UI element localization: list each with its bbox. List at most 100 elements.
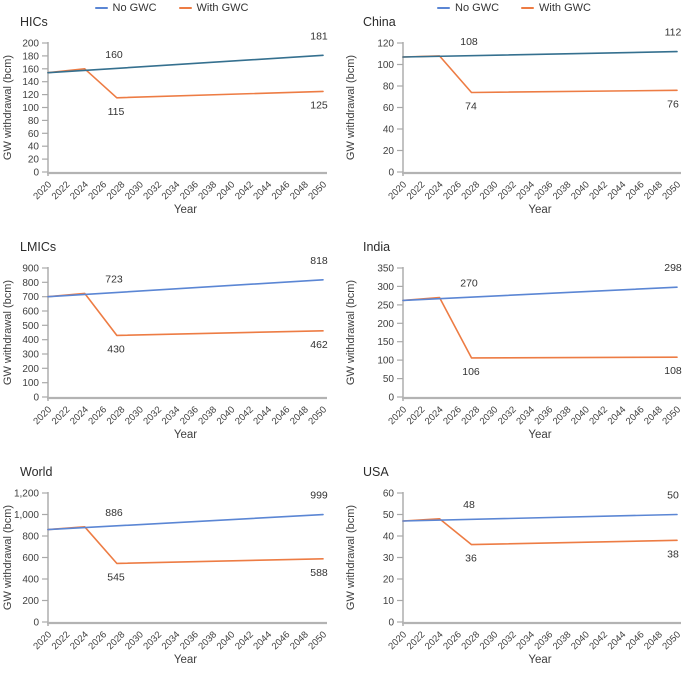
x-tick-label: 2042 <box>233 179 256 202</box>
x-tick-label: 2028 <box>459 179 482 202</box>
annotation-low: 115 <box>108 106 125 118</box>
annotation-with-gwc-end: 588 <box>310 567 328 579</box>
x-tick-label: 2022 <box>50 629 73 652</box>
y-tick-label: 0 <box>388 393 394 404</box>
line-no-gwc <box>47 278 324 298</box>
x-tick-label: 2044 <box>606 179 629 202</box>
annotation-with-gwc-end: 108 <box>664 365 682 377</box>
x-tick-label: 2046 <box>624 404 647 427</box>
x-tick-label: 2048 <box>642 179 665 202</box>
legend-dash-with-gwc-icon <box>178 6 192 9</box>
y-tick-label: 80 <box>383 82 395 93</box>
y-axis-title: GW withdrawal (bcm) <box>2 505 14 610</box>
annotation-low: 74 <box>465 101 477 113</box>
x-tick-label: 2030 <box>123 404 146 427</box>
x-tick-label: 2028 <box>105 179 128 202</box>
x-tick-label: 2040 <box>569 629 592 652</box>
x-axis-title: Year <box>528 204 551 216</box>
y-tick-label: 200 <box>377 319 394 330</box>
x-tick-label: 2038 <box>551 404 574 427</box>
x-tick-label: 2048 <box>642 404 665 427</box>
x-tick-label: 2026 <box>441 404 464 427</box>
x-tick-label: 2046 <box>624 629 647 652</box>
y-axis-title: GW withdrawal (bcm) <box>345 280 357 385</box>
x-tick-label: 2030 <box>478 404 501 427</box>
annotation-peak: 160 <box>105 49 123 61</box>
legend-dash-with-gwc-icon <box>521 6 535 9</box>
x-tick-label: 2046 <box>624 179 647 202</box>
x-tick-label: 2036 <box>178 629 201 652</box>
x-tick-label: 2050 <box>660 629 683 652</box>
y-tick-label: 40 <box>383 125 395 136</box>
line-with-gwc <box>402 518 678 546</box>
annotation-low: 106 <box>462 366 480 378</box>
x-tick-label: 2020 <box>31 629 54 652</box>
x-tick-label: 2050 <box>306 404 329 427</box>
legend-label-no-gwc: No GWC <box>455 1 500 14</box>
x-tick-label: 2048 <box>642 629 665 652</box>
x-tick-label: 2040 <box>215 179 238 202</box>
x-tick-label: 2028 <box>105 629 128 652</box>
y-tick-label: 250 <box>377 300 394 311</box>
x-tick-label: 2024 <box>423 629 446 652</box>
x-tick-label: 2040 <box>215 629 238 652</box>
chart-hics: HICs020406080100120140160180200202020222… <box>2 15 329 216</box>
y-axis-title: GW withdrawal (bcm) <box>2 280 14 385</box>
annotation-peak: 886 <box>105 507 123 519</box>
annotation-low: 430 <box>107 343 125 355</box>
panel-title: China <box>363 15 396 29</box>
x-tick-label: 2038 <box>551 179 574 202</box>
annotation-with-gwc-end: 38 <box>667 548 679 560</box>
x-tick-label: 2032 <box>496 179 519 202</box>
x-tick-label: 2044 <box>606 629 629 652</box>
y-tick-label: 60 <box>383 489 395 500</box>
x-tick-label: 2030 <box>478 629 501 652</box>
x-tick-label: 2044 <box>251 629 274 652</box>
x-tick-label: 2032 <box>141 179 164 202</box>
y-tick-label: 80 <box>28 116 40 127</box>
legend-dash-no-gwc-icon <box>437 6 451 9</box>
x-tick-label: 2038 <box>551 629 574 652</box>
x-tick-label: 2020 <box>31 404 54 427</box>
x-tick-label: 2024 <box>68 404 91 427</box>
panel-title: World <box>20 465 52 479</box>
line-with-gwc <box>47 68 324 99</box>
y-tick-label: 600 <box>22 307 39 318</box>
x-tick-label: 2044 <box>606 404 629 427</box>
y-axis-title: GW withdrawal (bcm) <box>345 55 357 160</box>
x-tick-label: 2042 <box>233 629 256 652</box>
y-tick-label: 400 <box>22 575 39 586</box>
x-tick-label: 2026 <box>441 629 464 652</box>
x-tick-label: 2020 <box>386 629 409 652</box>
x-tick-label: 2032 <box>496 404 519 427</box>
y-tick-label: 20 <box>383 146 395 157</box>
x-tick-label: 2042 <box>233 404 256 427</box>
x-tick-label: 2024 <box>68 629 91 652</box>
x-tick-label: 2034 <box>514 629 537 652</box>
annotation-no-gwc-end: 50 <box>667 490 679 502</box>
annotation-no-gwc-end: 818 <box>310 255 328 267</box>
x-tick-label: 2036 <box>532 179 555 202</box>
x-tick-label: 2050 <box>660 404 683 427</box>
line-no-gwc <box>402 50 678 58</box>
y-tick-label: 800 <box>22 278 39 289</box>
y-tick-label: 700 <box>22 292 39 303</box>
annotation-peak: 48 <box>463 499 475 511</box>
x-tick-label: 2034 <box>514 179 537 202</box>
x-tick-label: 2032 <box>141 629 164 652</box>
line-no-gwc <box>47 54 324 74</box>
annotation-with-gwc-end: 125 <box>310 99 328 111</box>
legend-label-no-gwc: No GWC <box>112 1 157 14</box>
y-tick-label: 150 <box>377 337 394 348</box>
x-tick-label: 2044 <box>251 404 274 427</box>
x-tick-label: 2040 <box>215 404 238 427</box>
y-tick-label: 20 <box>28 155 40 166</box>
x-axis-title: Year <box>174 429 197 441</box>
panel-title: USA <box>363 465 389 479</box>
y-tick-label: 100 <box>377 60 394 71</box>
y-tick-label: 300 <box>22 350 39 361</box>
x-tick-label: 2026 <box>86 629 109 652</box>
legend-item-no-gwc: No GWC <box>94 1 157 14</box>
legend-item-no-gwc: No GWC <box>437 2 499 14</box>
